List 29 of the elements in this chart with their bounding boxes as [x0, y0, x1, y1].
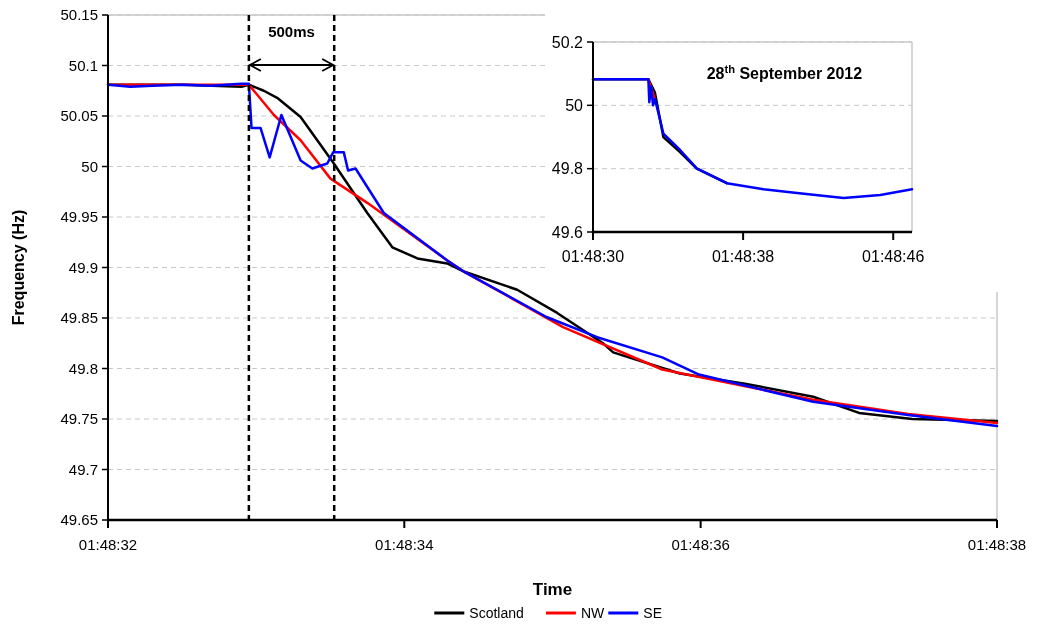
x-tick-label: 01:48:46 — [862, 248, 925, 265]
y-tick-label: 49.85 — [60, 309, 98, 327]
y-axis-title: Frequency (Hz) — [10, 209, 27, 326]
x-tick-label: 01:48:36 — [671, 536, 730, 553]
y-tick-label: 49.95 — [60, 208, 98, 226]
annotation: 500ms — [268, 23, 315, 40]
y-tick-label: 49.9 — [68, 258, 98, 276]
text: 28$^{th}$ September 2012 — [706, 63, 863, 82]
x-tick-label: 01:48:38 — [711, 248, 775, 265]
x-axis-title: Time — [532, 580, 573, 599]
y-tick-label: 49.7 — [68, 460, 98, 478]
y-tick-label: 49.75 — [60, 410, 98, 428]
x-tick-label: 01:48:30 — [561, 248, 625, 265]
y-tick-label: 50.05 — [60, 107, 98, 125]
y-tick-label: 50.1 — [68, 56, 98, 74]
legend-label: Scotland — [469, 604, 524, 621]
x-tick-label: 01:48:38 — [967, 536, 1027, 553]
x-tick-label: 01:48:34 — [375, 536, 434, 553]
y-tick-label: 50 — [565, 96, 584, 114]
y-tick-label: 49.8 — [551, 160, 584, 178]
y-tick-label: 49.6 — [551, 223, 584, 241]
legend-label: SE — [643, 604, 662, 621]
y-tick-label: 50 — [81, 157, 98, 175]
y-tick-label: 49.8 — [68, 359, 98, 377]
y-tick-label: 50.2 — [551, 33, 584, 51]
legend-label: NW — [580, 604, 606, 621]
x-tick-label: 01:48:32 — [78, 536, 138, 553]
y-tick-label: 49.65 — [60, 511, 98, 529]
y-tick-label: 50.15 — [60, 6, 98, 24]
